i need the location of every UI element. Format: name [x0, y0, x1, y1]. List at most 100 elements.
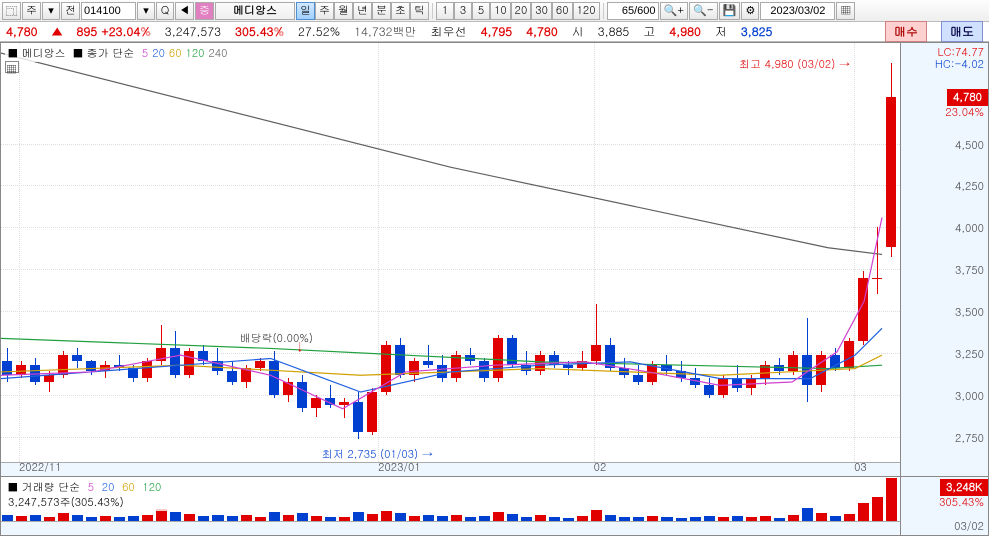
toolbar: ⿹ 주 ▾ 전 ▾ Q ◀ 증 메디앙스 일주월년분초틱 13510203060…	[0, 0, 989, 22]
timeframe-주[interactable]: 주	[315, 2, 334, 20]
range-input[interactable]	[607, 2, 659, 20]
candle	[268, 351, 280, 398]
price-legend: ■ 메디앙스 ■ 종가 단순 52060120240	[5, 45, 238, 62]
stock-name: 메디앙스	[215, 2, 295, 20]
calendar-icon[interactable]: ▦	[836, 2, 855, 20]
vol-tag: 3,248K	[940, 479, 988, 496]
volume-bar	[2, 515, 13, 521]
candle	[632, 365, 644, 385]
volume-bar	[297, 513, 308, 521]
timeframe-틱[interactable]: 틱	[410, 2, 429, 20]
volume-bar	[732, 516, 743, 521]
volume-bar	[465, 517, 476, 521]
volume-bar	[858, 503, 869, 521]
volume-bar	[86, 517, 97, 521]
volume-bar	[16, 516, 27, 521]
interval-3[interactable]: 3	[454, 2, 472, 20]
volume-bar	[549, 517, 560, 521]
candle	[169, 331, 181, 378]
candle	[113, 355, 125, 372]
code-dropdown-icon[interactable]: ▾	[137, 2, 155, 20]
y-tick: 4,500	[955, 138, 984, 153]
x-tick: 2022/11	[19, 460, 62, 475]
sell-button[interactable]: 매도	[941, 21, 983, 42]
zoom-in-icon[interactable]: 🔍+	[660, 2, 689, 20]
back-icon[interactable]: ◀	[175, 2, 194, 20]
candle	[324, 385, 336, 408]
date-input[interactable]	[760, 2, 835, 20]
volume-bar	[437, 516, 448, 521]
volume-bar	[241, 515, 252, 521]
stock-code-input[interactable]	[81, 2, 136, 20]
candle	[759, 361, 771, 384]
interval-60[interactable]: 60	[552, 2, 573, 20]
up-arrow-icon: ▲	[52, 23, 63, 40]
volume-bar	[395, 513, 406, 521]
volume-bar	[227, 516, 238, 521]
volume-bar	[269, 512, 280, 521]
ju-btn[interactable]: 주	[22, 2, 41, 20]
timeframe-년[interactable]: 년	[353, 2, 372, 20]
price-chart[interactable]: ■ 메디앙스 ■ 종가 단순 52060120240 ▦ 2022/112023…	[0, 42, 900, 477]
ratio: 27.52%	[298, 23, 340, 40]
zoom-out-icon[interactable]: 🔍-	[689, 2, 718, 20]
candle	[394, 338, 406, 378]
volume-bar	[676, 518, 687, 521]
search-icon[interactable]: Q	[156, 2, 174, 20]
volume-bar	[58, 513, 69, 521]
interval-group: 13510203060120	[436, 2, 600, 20]
interval-10[interactable]: 10	[490, 2, 511, 20]
timeframe-일[interactable]: 일	[296, 2, 315, 20]
candle	[590, 304, 602, 364]
priority-label: 최우선	[431, 23, 467, 40]
interval-20[interactable]: 20	[511, 2, 532, 20]
chart-type-dropdown[interactable]: ⿹	[2, 2, 21, 20]
candle	[380, 341, 392, 395]
interval-30[interactable]: 30	[531, 2, 552, 20]
legend-toggle-icon[interactable]: ▦	[5, 61, 19, 73]
buy-button[interactable]: 매수	[885, 21, 927, 42]
candle	[352, 392, 364, 440]
volume-bar	[704, 516, 715, 521]
volume-bar	[255, 517, 266, 521]
trade-amount: 14,732백만	[354, 23, 416, 40]
interval-5[interactable]: 5	[472, 2, 490, 20]
y-tick: 4,250	[955, 179, 984, 194]
volume-bar	[493, 512, 504, 521]
volume-bar	[367, 514, 378, 521]
y-tick: 3,750	[955, 263, 984, 278]
interval-120[interactable]: 120	[573, 2, 600, 20]
timeframe-분[interactable]: 분	[372, 2, 391, 20]
infobar: 4,780 ▲ 895 +23.04% 3,247,573 305.43% 27…	[0, 22, 989, 42]
save-icon[interactable]: 💾	[719, 2, 741, 20]
timeframe-월[interactable]: 월	[334, 2, 353, 20]
pre-btn[interactable]: 전	[61, 2, 80, 20]
volume-bar	[830, 516, 841, 521]
high-label: 고	[643, 23, 655, 40]
y-tick: 3,250	[955, 347, 984, 362]
timeframe-초[interactable]: 초	[391, 2, 410, 20]
interval-1[interactable]: 1	[436, 2, 454, 20]
candle	[576, 351, 588, 371]
volume-bar	[507, 514, 518, 521]
volume-chart[interactable]: ■ 거래량 단순 5 20 60 120 3,247,573주(305.43%)	[0, 477, 900, 536]
gear-icon[interactable]: ⚙	[741, 2, 759, 20]
volume-bar	[100, 516, 111, 521]
volume-bar	[760, 516, 771, 521]
x-tick: 02	[594, 460, 607, 475]
candle	[15, 361, 27, 378]
volume-legend: ■ 거래량 단순 5 20 60 120 3,247,573주(305.43%)	[5, 479, 172, 511]
candle	[717, 375, 729, 398]
volume-bar	[816, 513, 827, 521]
candle	[366, 388, 378, 435]
candle	[141, 358, 153, 381]
open-label: 시	[572, 23, 584, 40]
volume-bar	[423, 515, 434, 521]
price-y-axis: LC:74.77 HC:-4.02 2,7503,0003,2503,5003,…	[900, 42, 989, 477]
dropdown-icon[interactable]: ▾	[42, 2, 60, 20]
current-price: 4,780	[6, 23, 38, 40]
best-bid: 4,780	[526, 23, 558, 40]
candle	[885, 63, 897, 257]
candle	[155, 325, 167, 365]
volume-bar	[451, 515, 462, 521]
